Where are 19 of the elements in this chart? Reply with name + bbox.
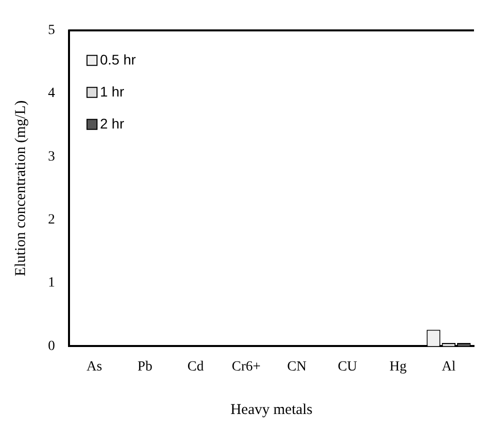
y-tick-label: 3 — [48, 149, 55, 164]
x-tick-label: CN — [287, 359, 307, 374]
y-tick-label: 5 — [48, 23, 55, 38]
x-axis-title: Heavy metals — [230, 402, 313, 418]
x-tick-label: Cr6+ — [232, 359, 261, 374]
y-tick-label: 0 — [48, 338, 55, 354]
y-tick-label: 2 — [48, 212, 55, 228]
x-tick-label: CU — [338, 359, 358, 374]
legend-label: 1 hr — [100, 83, 124, 100]
x-tick-label: Cd — [187, 359, 204, 374]
x-tick-label: As — [86, 359, 102, 374]
legend-label: 0.5 hr — [100, 51, 136, 68]
legend-label: 2 hr — [100, 115, 124, 132]
y-axis-title: Elution concentration (mg/L) — [12, 100, 29, 276]
y-tick-label: 1 — [48, 276, 55, 291]
y-tick-label: 4 — [48, 86, 55, 102]
x-tick-label: Pb — [138, 359, 152, 374]
x-tick-label: Al — [442, 359, 456, 374]
x-tick-label: Hg — [390, 359, 407, 374]
